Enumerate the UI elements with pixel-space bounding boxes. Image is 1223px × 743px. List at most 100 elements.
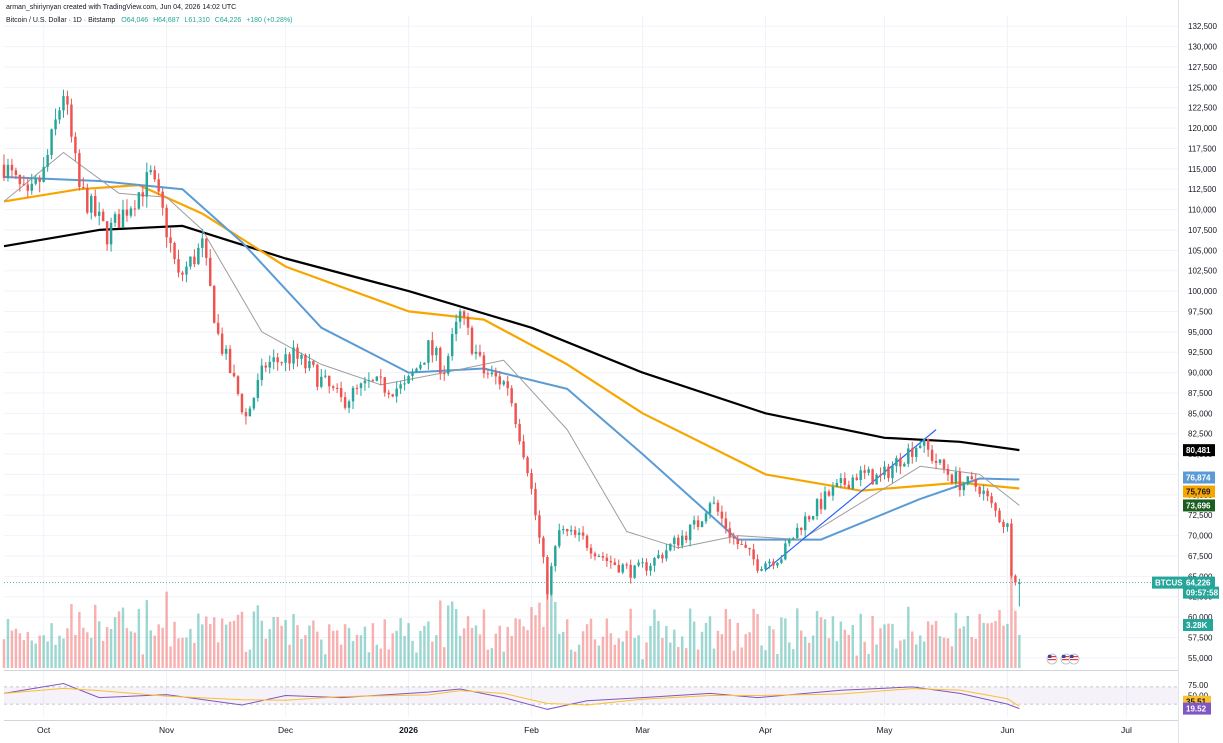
volume-bar — [14, 628, 18, 668]
candle-body — [605, 557, 609, 562]
volume-bar — [883, 624, 886, 668]
volume-bar — [1002, 625, 1005, 668]
candle-body — [121, 209, 125, 228]
volume-bar — [732, 650, 736, 668]
candle-body — [970, 476, 973, 480]
volume-bar — [54, 644, 57, 668]
candle-body — [498, 376, 502, 385]
volume-bar — [859, 613, 862, 668]
candle-body — [633, 565, 636, 578]
candle-body — [760, 568, 763, 571]
candle-body — [260, 365, 264, 381]
candle-body — [871, 469, 874, 485]
volume-bar — [962, 626, 966, 668]
volume-bar — [724, 608, 728, 668]
volume-bar — [554, 601, 557, 668]
candle-body — [764, 563, 767, 569]
candle-body — [264, 365, 267, 368]
volume-bar — [93, 604, 97, 668]
volume-bar — [942, 637, 946, 668]
candle-body — [474, 351, 478, 354]
time-tick-label: Dec — [278, 725, 294, 735]
candle-body — [514, 403, 517, 425]
volume-bar — [78, 612, 81, 668]
us-flag-icon[interactable] — [1068, 653, 1080, 665]
volume-bar — [970, 637, 973, 668]
indicator-lines — [3, 152, 1178, 584]
candle-body — [863, 470, 866, 473]
candle-body — [625, 564, 628, 566]
volume-bar — [339, 644, 343, 668]
volume-bar — [264, 638, 267, 668]
volume-bar — [811, 635, 815, 668]
candle-body — [403, 383, 406, 385]
volume-bar — [10, 630, 14, 668]
candle-body — [335, 387, 339, 389]
volume-bar — [197, 613, 200, 668]
candle-body — [431, 340, 434, 356]
volume-bar — [839, 621, 843, 668]
candle-body — [796, 527, 799, 539]
volume-bar — [62, 638, 65, 668]
candle-body — [629, 564, 632, 578]
candle-body — [272, 357, 275, 362]
us-flag-icon[interactable] — [1060, 653, 1072, 665]
candle-body — [510, 388, 513, 404]
volume-bar — [827, 638, 831, 668]
sma20-tag-bg — [1183, 499, 1215, 512]
volume-bar — [201, 624, 204, 668]
candle-body — [109, 222, 113, 245]
rsi-tag-text: 19.52 — [1186, 705, 1207, 714]
us-flag-icon[interactable] — [1046, 653, 1058, 665]
volume-bar — [807, 642, 811, 668]
volume-bar — [597, 645, 601, 668]
candle-body — [661, 554, 664, 559]
candle-body — [470, 327, 474, 354]
symbol-tag-text: BTCUSD — [1155, 579, 1189, 588]
candle-body — [982, 490, 985, 494]
volume-bar — [343, 624, 347, 668]
candle-body — [617, 564, 620, 573]
volume-bar — [799, 630, 803, 668]
candle-body — [891, 466, 894, 479]
candle-body — [688, 524, 692, 541]
candle-body — [1006, 523, 1009, 527]
volume-bar — [506, 626, 509, 668]
candle-body — [236, 376, 240, 394]
volume-bar — [978, 613, 981, 668]
sma200-line — [3, 224, 1020, 452]
volume-bar — [70, 604, 73, 668]
volume-bar — [105, 626, 109, 668]
volume-bar — [958, 628, 962, 668]
candle-body — [815, 499, 819, 517]
price-tick-label: 102,500 — [1188, 267, 1217, 276]
volume-bar — [129, 631, 133, 668]
candle-body — [10, 164, 14, 171]
volume-bar — [764, 650, 767, 668]
candle-body — [692, 520, 696, 525]
price-tick-label: 95,000 — [1188, 328, 1213, 337]
volume-bar — [589, 618, 593, 668]
sma200-tag: 80,481 — [1183, 444, 1215, 457]
volume-bar — [673, 629, 676, 668]
candle-body — [653, 558, 656, 566]
candle-body — [395, 388, 398, 397]
candle-body — [756, 559, 759, 571]
candle-body — [419, 364, 422, 369]
volume-bar — [776, 653, 779, 668]
candle-body — [879, 474, 882, 476]
price-tick-label: 122,500 — [1188, 104, 1217, 113]
candle-body — [212, 285, 216, 323]
time-tick-label: Mar — [635, 725, 650, 735]
volume-bar — [716, 630, 720, 668]
volume-bar — [772, 629, 775, 668]
volume-bar — [328, 624, 331, 668]
volume-bar — [268, 629, 271, 668]
volume-bar — [657, 620, 660, 668]
candle-body — [383, 377, 386, 393]
candle-body — [593, 553, 597, 557]
volume-bar — [645, 642, 648, 668]
candle-body — [169, 237, 172, 244]
volume-bar — [304, 635, 307, 668]
volume-bar — [871, 616, 874, 668]
